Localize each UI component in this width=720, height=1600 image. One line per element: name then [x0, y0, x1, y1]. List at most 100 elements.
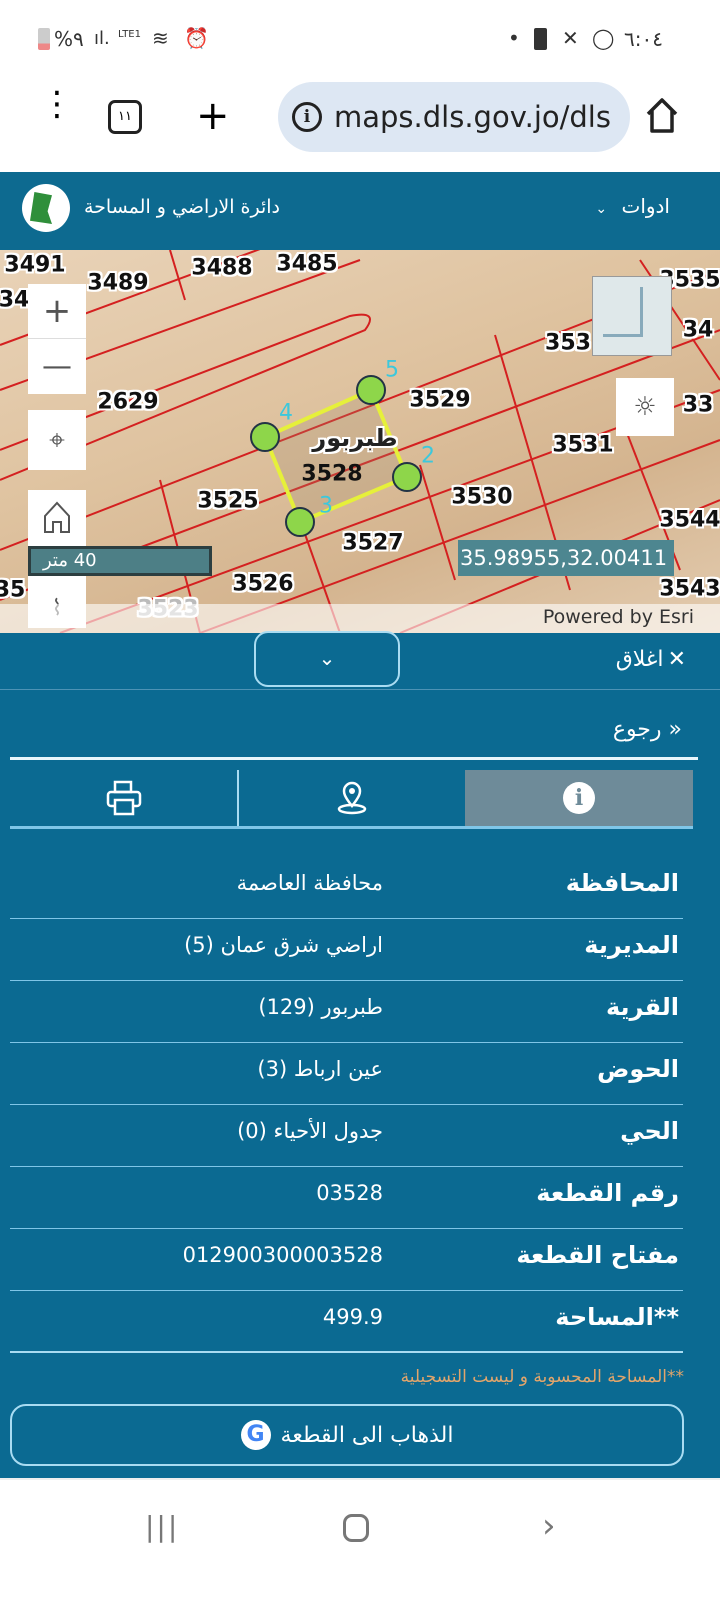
google-icon: G	[240, 1420, 271, 1450]
info-icon: i	[563, 782, 595, 814]
row-value: 03528	[316, 1181, 383, 1205]
row-value: اراضي شرق عمان (5)	[184, 933, 383, 957]
divider	[0, 689, 720, 690]
scale-label: 40 متر	[43, 550, 97, 571]
tab-info[interactable]: i	[465, 770, 693, 826]
row-value: طبربور (129)	[258, 995, 383, 1019]
whatsapp-icon: ◯	[592, 26, 615, 50]
parcel-label: 3543	[659, 576, 720, 602]
recent-apps-button[interactable]: |||	[145, 1510, 180, 1543]
back-nav-button[interactable]: ›	[542, 1506, 556, 1546]
info-row: المحافظة محافظة العاصمة	[10, 857, 683, 919]
tabs-button[interactable]: ١١	[108, 100, 142, 134]
close-label: اغلاق	[615, 647, 664, 672]
info-icon: i	[292, 102, 322, 132]
info-row: القرية طبربور (129)	[10, 981, 683, 1043]
row-label: مفتاح القطعة	[516, 1241, 679, 1269]
goto-parcel-button[interactable]: G الذهاب الى القطعة	[10, 1404, 684, 1466]
tab-bar: i	[10, 770, 693, 829]
row-value: 012900300003528	[182, 1243, 383, 1267]
home-icon	[44, 501, 70, 533]
parcel-line	[199, 439, 720, 633]
row-label: **المساحة	[555, 1303, 679, 1331]
basemap-toggle[interactable]	[592, 276, 672, 356]
url-bar[interactable]: i maps.dls.gov.jo/dls	[278, 82, 630, 152]
info-row: مفتاح القطعة 012900300003528	[10, 1229, 683, 1291]
brightness-button[interactable]: ☼	[616, 378, 674, 436]
coordinates-readout: 35.98955,32.00411	[458, 540, 674, 576]
divider	[10, 757, 698, 760]
home-icon[interactable]	[644, 96, 680, 140]
village-label: طبربور	[312, 424, 398, 452]
tab-location[interactable]	[237, 770, 465, 826]
app-header: دائرة الاراضي و المساحة ادوات ⌄	[0, 172, 720, 250]
printer-icon	[106, 780, 141, 816]
missed-call-icon: ✕	[562, 26, 579, 50]
close-button[interactable]: ✕ اغلاق	[616, 647, 686, 672]
row-value: محافظة العاصمة	[236, 871, 383, 895]
row-label: رقم القطعة	[536, 1179, 679, 1207]
parcel-line	[169, 250, 186, 301]
parcel-line	[419, 464, 456, 581]
home-button[interactable]	[343, 1514, 369, 1542]
parcel-label-selected: 3528	[301, 461, 363, 487]
clock: ٦:٠٤	[624, 27, 663, 51]
zoom-out-button[interactable]: —	[28, 338, 86, 394]
tools-label: ادوات	[621, 194, 670, 218]
parcel-label: 2629	[97, 389, 159, 415]
parcel-label: 3485	[276, 251, 338, 277]
parcel-line	[0, 313, 371, 481]
back-button[interactable]: « رجوع	[613, 717, 682, 742]
goto-label: الذهاب الى القطعة	[280, 1422, 454, 1448]
tab-print[interactable]	[10, 770, 237, 826]
parcel-label: 3527	[342, 530, 404, 556]
info-row: **المساحة 499.9	[10, 1291, 683, 1353]
signal-icon: ıl.	[94, 28, 110, 49]
chevron-down-icon: ⌄	[318, 646, 336, 670]
vertex-label: 5	[385, 357, 399, 383]
wifi-icon: ≋	[152, 26, 169, 50]
info-row: الحوض عين ارباط (3)	[10, 1043, 683, 1105]
row-value: جدول الأحياء (0)	[237, 1119, 383, 1143]
row-value: 499.9	[322, 1305, 383, 1329]
row-label: القرية	[605, 993, 679, 1021]
back-label: رجوع	[612, 717, 662, 742]
dls-logo	[22, 184, 70, 232]
info-panel: ⌄ ✕ اغلاق « رجوع i المحافظة محافظة العاصم…	[0, 631, 720, 1478]
battery-alert-icon	[534, 28, 547, 50]
vertex-4	[250, 422, 280, 452]
parcel-label: 3531	[552, 432, 614, 458]
row-label: الحي	[620, 1117, 679, 1145]
crosshair-icon: ⌖	[49, 423, 65, 456]
parcel-label: 3529	[409, 387, 471, 413]
info-row: الحي جدول الأحياء (0)	[10, 1105, 683, 1167]
parcel-label: 3489	[87, 270, 149, 296]
zoom-in-button[interactable]: +	[28, 284, 86, 338]
info-row: رقم القطعة 03528	[10, 1167, 683, 1229]
network-type: LTE1	[118, 29, 141, 40]
info-row: المديرية اراضي شرق عمان (5)	[10, 919, 683, 981]
location-pin-icon	[337, 781, 367, 815]
parcel-label: 3525	[197, 488, 259, 514]
system-nav-bar: ||| ›	[0, 1478, 720, 1600]
collapse-button[interactable]: ⌄	[254, 631, 400, 687]
vertex-5	[356, 375, 386, 405]
locate-button[interactable]: ⌖	[28, 410, 86, 470]
new-tab-icon[interactable]: +	[196, 93, 230, 139]
close-icon: ✕	[667, 647, 686, 672]
battery-icon	[38, 28, 50, 50]
parcel-label: 3530	[451, 484, 513, 510]
tools-menu[interactable]: ادوات ⌄	[595, 194, 670, 218]
app-title: دائرة الاراضي و المساحة	[84, 196, 281, 218]
menu-icon[interactable]: ⋮	[40, 84, 74, 124]
parcel-line	[59, 389, 720, 633]
row-label: المديرية	[584, 931, 679, 959]
sun-icon: ☼	[633, 392, 657, 422]
dot-icon: •	[508, 26, 520, 50]
chevron-down-icon: ⌄	[595, 201, 608, 217]
parcel-label: 3488	[191, 255, 253, 281]
parcel-label: 353	[545, 330, 591, 356]
parcel-label: 3491	[4, 252, 66, 278]
battery-level: %٩	[54, 27, 84, 51]
map-view[interactable]: 3491 34 3489 3488 3485 2629 3529 3528 35…	[0, 250, 720, 633]
